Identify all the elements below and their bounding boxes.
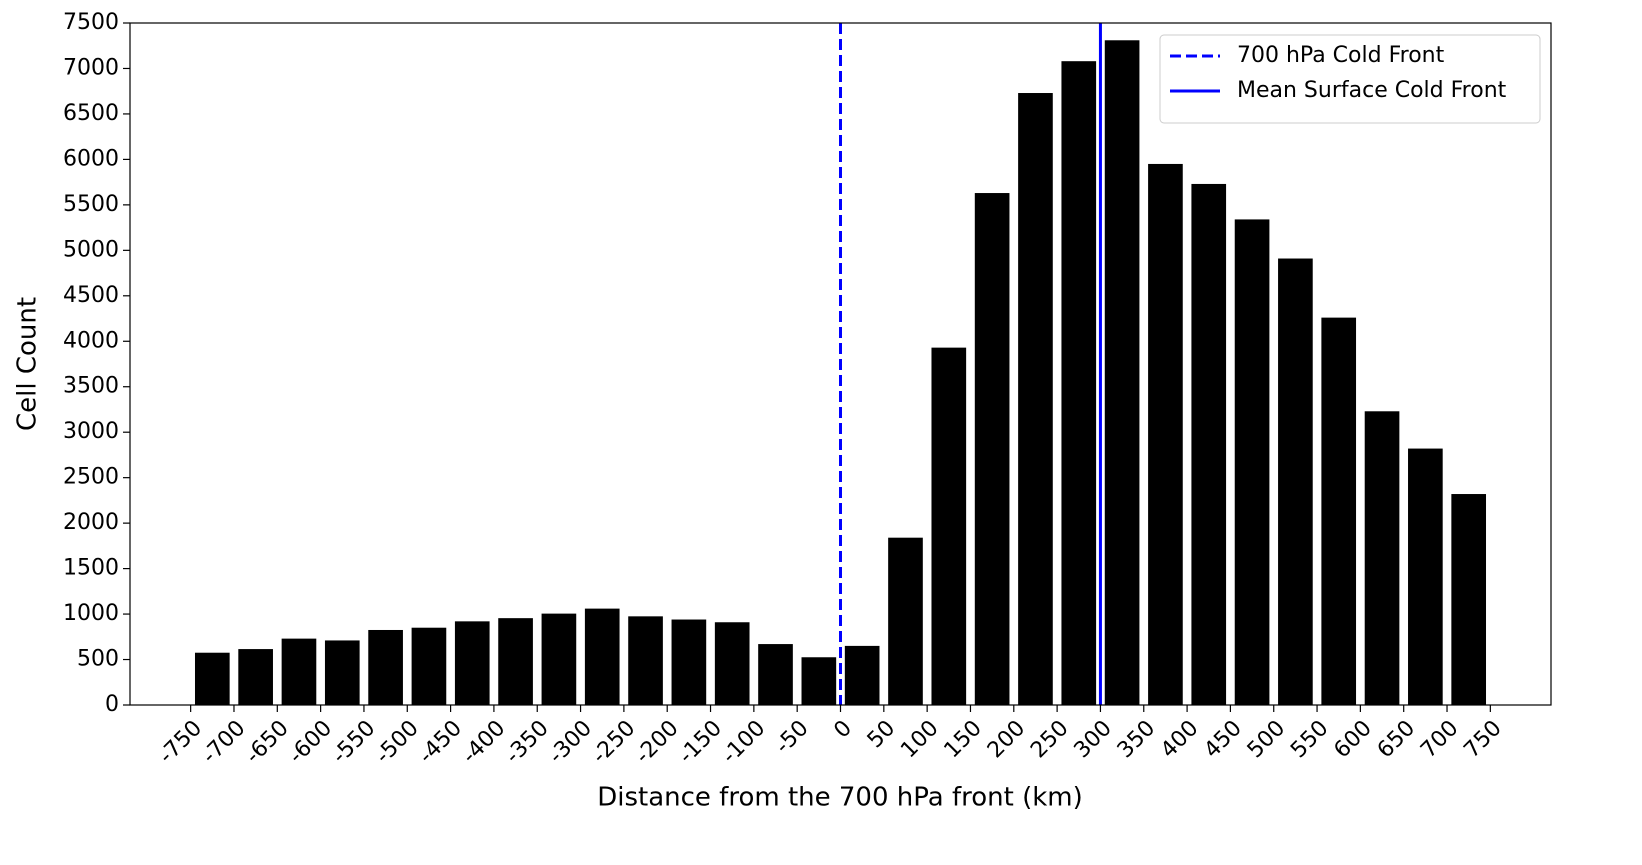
x-tick-label: 0 bbox=[829, 716, 857, 744]
bar bbox=[454, 621, 490, 705]
x-tick-label: 700 bbox=[1416, 716, 1463, 763]
bar bbox=[541, 613, 577, 705]
y-tick-label: 3500 bbox=[63, 374, 119, 399]
bar bbox=[1148, 163, 1183, 706]
y-tick-label: 500 bbox=[77, 647, 119, 672]
bar bbox=[1321, 317, 1357, 705]
legend-label: 700 hPa Cold Front bbox=[1237, 43, 1445, 68]
bar bbox=[238, 649, 273, 705]
bar bbox=[368, 629, 403, 705]
y-tick-label: 5500 bbox=[63, 192, 119, 217]
bar bbox=[1408, 448, 1443, 705]
bar bbox=[584, 608, 620, 705]
x-tick-label: -600 bbox=[284, 716, 337, 769]
bar bbox=[1191, 183, 1227, 705]
x-tick-label: -250 bbox=[587, 716, 640, 769]
legend: 700 hPa Cold Front Mean Surface Cold Fron… bbox=[1159, 34, 1541, 124]
x-tick-label: -300 bbox=[544, 716, 597, 769]
bar bbox=[281, 638, 317, 705]
x-tick-label: -700 bbox=[197, 716, 250, 769]
bar bbox=[324, 640, 360, 705]
x-tick-label: 200 bbox=[983, 716, 1030, 763]
y-tick-label: 6500 bbox=[63, 101, 119, 126]
y-tick-label: 7000 bbox=[63, 55, 119, 80]
x-tick-label: 250 bbox=[1026, 716, 1073, 763]
legend-label: Mean Surface Cold Front bbox=[1237, 78, 1507, 103]
bar bbox=[844, 645, 880, 705]
x-tick-label: 150 bbox=[940, 716, 987, 763]
x-tick-label: 100 bbox=[896, 716, 943, 763]
x-tick-label: 350 bbox=[1113, 716, 1160, 763]
y-tick-label: 0 bbox=[105, 692, 119, 717]
x-tick-label: -500 bbox=[371, 716, 424, 769]
x-axis-title: Distance from the 700 hPa front (km) bbox=[597, 783, 1083, 813]
y-tick-label: 2000 bbox=[63, 510, 119, 535]
x-tick-label: -50 bbox=[771, 716, 814, 759]
bar bbox=[498, 618, 533, 705]
y-tick-label: 1500 bbox=[63, 556, 119, 581]
bar bbox=[888, 537, 923, 705]
y-tick-label: 4000 bbox=[63, 328, 119, 353]
y-axis-title: Cell Count bbox=[13, 297, 43, 431]
x-tick-label: -150 bbox=[674, 716, 727, 769]
x-tick-label: 50 bbox=[863, 716, 900, 753]
x-tick-label: -450 bbox=[414, 716, 467, 769]
x-tick-label: -550 bbox=[327, 716, 380, 769]
bar bbox=[194, 652, 230, 705]
y-tick-label: 5000 bbox=[63, 237, 119, 262]
bar bbox=[1234, 219, 1270, 705]
x-tick-label: -400 bbox=[457, 716, 510, 769]
x-tick-label: -750 bbox=[154, 716, 207, 769]
x-tick-label: 450 bbox=[1200, 716, 1247, 763]
y-tick-label: 7500 bbox=[63, 10, 119, 35]
bar bbox=[411, 627, 447, 705]
x-tick-label: -100 bbox=[717, 716, 770, 769]
legend-box bbox=[1159, 34, 1541, 124]
x-tick-label: 400 bbox=[1156, 716, 1203, 763]
plot-frame bbox=[129, 22, 1552, 706]
x-tick-label: 550 bbox=[1286, 716, 1333, 763]
bar bbox=[1104, 40, 1140, 705]
bar bbox=[801, 657, 837, 705]
y-tick-label: 6000 bbox=[63, 146, 119, 171]
bar bbox=[1278, 258, 1313, 705]
bar bbox=[974, 193, 1010, 705]
bar bbox=[1364, 411, 1400, 705]
x-tick-label: -650 bbox=[241, 716, 294, 769]
x-tick-label: 600 bbox=[1329, 716, 1376, 763]
bar bbox=[628, 616, 663, 705]
bar bbox=[1451, 494, 1487, 705]
bar bbox=[671, 619, 707, 705]
x-tick-label: -350 bbox=[501, 716, 554, 769]
bar bbox=[758, 644, 793, 705]
y-tick-label: 1000 bbox=[63, 601, 119, 626]
bar bbox=[1018, 93, 1053, 705]
y-tick-label: 3000 bbox=[63, 419, 119, 444]
x-tick-label: 500 bbox=[1243, 716, 1290, 763]
x-tick-label: 300 bbox=[1070, 716, 1117, 763]
bar bbox=[931, 347, 967, 705]
x-tick-label: 650 bbox=[1373, 716, 1420, 763]
x-tick-label: -200 bbox=[631, 716, 684, 769]
y-tick-label: 2500 bbox=[63, 465, 119, 490]
x-tick-label: 750 bbox=[1459, 716, 1506, 763]
bar bbox=[1061, 61, 1097, 705]
y-tick-label: 4500 bbox=[63, 283, 119, 308]
bar bbox=[714, 622, 750, 705]
